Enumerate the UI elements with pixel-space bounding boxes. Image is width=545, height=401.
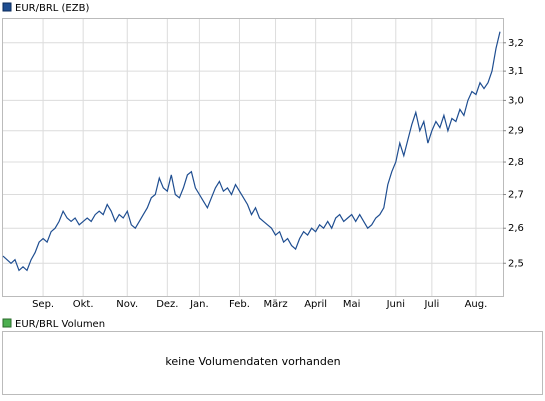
x-tick-label: Aug. <box>465 299 488 310</box>
x-tick-label: Okt. <box>73 299 94 310</box>
y-tick-label: 2,8 <box>508 157 524 168</box>
y-tick-label: 2,9 <box>508 126 524 137</box>
y-tick-label: 2,7 <box>508 190 524 201</box>
x-tick-label: Feb. <box>229 299 250 310</box>
legend-label: EUR/BRL (EZB) <box>15 3 89 14</box>
volume-message: keine Volumendaten vorhanden <box>165 355 340 368</box>
x-tick-label: Sep. <box>32 299 54 310</box>
y-tick-label: 3,0 <box>508 95 524 106</box>
x-tick-label: April <box>304 299 327 310</box>
volume-legend-label: EUR/BRL Volumen <box>15 319 105 330</box>
x-tick-label: Juni <box>386 299 405 310</box>
volume-frame <box>2 331 543 395</box>
plot-frame <box>2 18 504 297</box>
y-tick-label: 2,6 <box>508 223 524 234</box>
x-tick-label: Dez. <box>156 299 178 310</box>
x-tick-label: Jan. <box>189 299 209 310</box>
x-tick-label: Juli <box>423 299 439 310</box>
y-tick-label: 3,2 <box>508 38 524 49</box>
y-tick-label: 2,5 <box>508 258 524 269</box>
volume-legend-swatch <box>2 318 12 328</box>
x-tick-label: Mai <box>343 299 361 310</box>
x-tick-label: Nov. <box>116 299 138 310</box>
legend-swatch <box>2 2 12 12</box>
x-tick-label: März <box>263 299 287 310</box>
y-tick-label: 3,1 <box>508 66 524 77</box>
price-line <box>2 31 501 272</box>
